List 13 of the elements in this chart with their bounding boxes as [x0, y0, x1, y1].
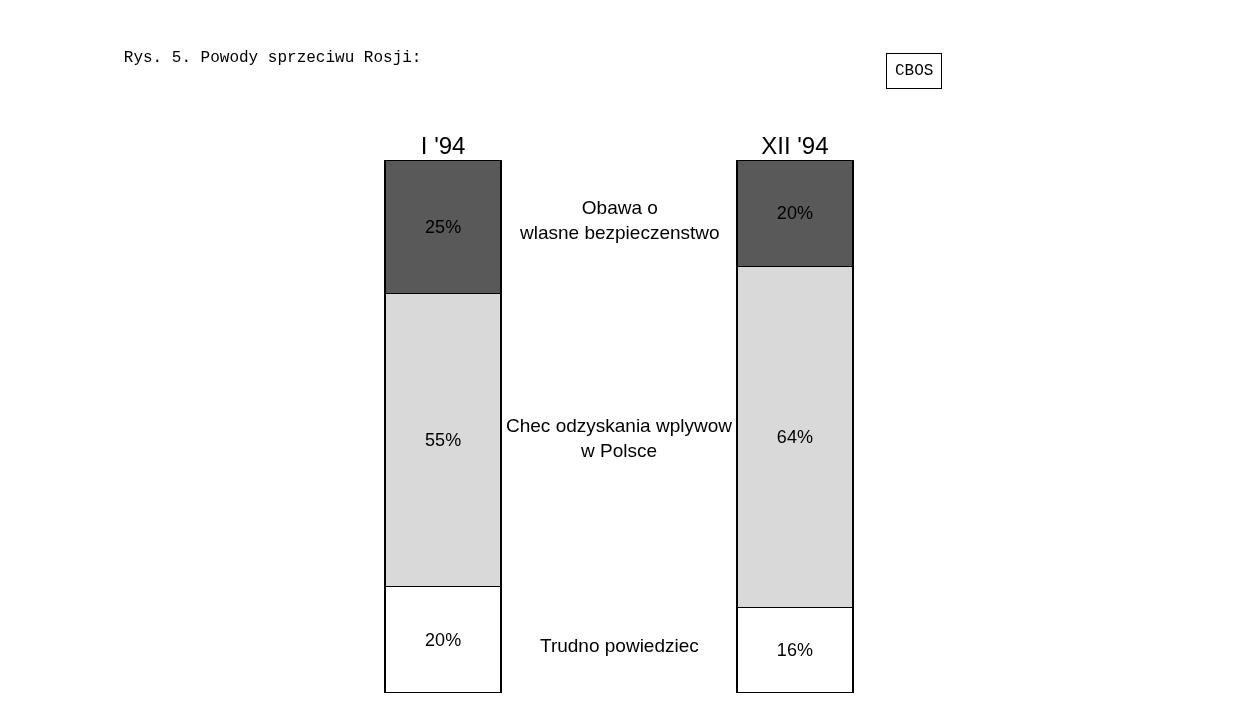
data-label: 16% — [776, 640, 813, 661]
data-label: 25% — [425, 216, 462, 237]
data-label: 64% — [776, 427, 813, 448]
data-label: 20% — [425, 629, 462, 650]
data-label: 55% — [425, 429, 462, 450]
series-label: Chec odzyskania wplywow w Polsce — [506, 415, 733, 461]
data-label: 20% — [776, 203, 813, 224]
text: CBOS — [895, 62, 934, 80]
text: Trudno powiedziec — [540, 635, 699, 656]
x-tick-label: XII '94 — [761, 132, 829, 160]
x-tick-label: I '94 — [420, 132, 466, 160]
chart-title: Rys. 5. Powody sprzeciwu Rosji: — [123, 48, 422, 67]
series-label: Obawa o wlasne bezpieczenstwo — [519, 197, 720, 243]
